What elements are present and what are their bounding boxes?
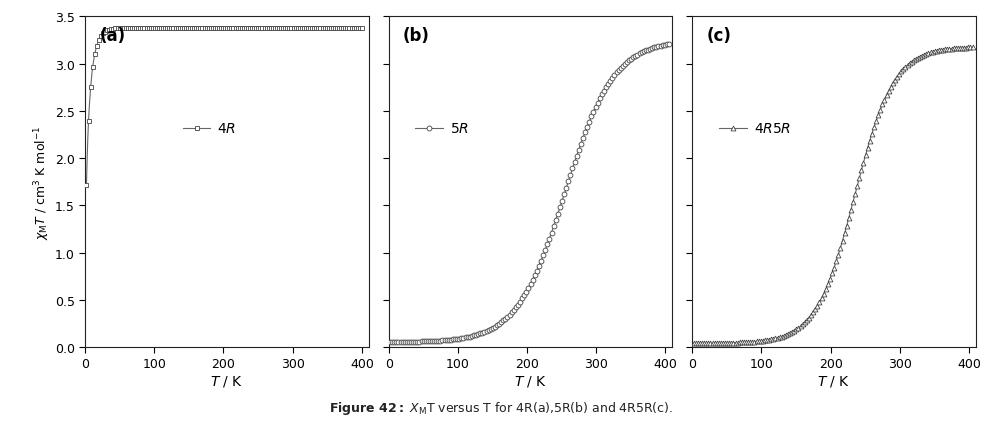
Y-axis label: $\chi_{\mathrm{M}}T$ / cm$^{3}$ K mol$^{-1}$: $\chi_{\mathrm{M}}T$ / cm$^{3}$ K mol$^{… [32, 125, 52, 239]
Text: (c): (c) [707, 27, 732, 45]
X-axis label: $T$ / K: $T$ / K [210, 373, 243, 388]
Text: (a): (a) [99, 27, 125, 45]
Legend: $\it{5R}$: $\it{5R}$ [409, 117, 474, 141]
X-axis label: $T$ / K: $T$ / K [818, 373, 851, 388]
Legend: $\it{4R}$: $\it{4R}$ [177, 117, 242, 141]
Text: (b): (b) [402, 27, 429, 45]
Legend: $\it{4R5R}$: $\it{4R5R}$ [714, 117, 796, 141]
Text: $\mathbf{Figure\ 42:}$ $X_\mathrm{M}$T versus T for 4R(a),5R(b) and 4R5R(c).: $\mathbf{Figure\ 42:}$ $X_\mathrm{M}$T v… [328, 399, 673, 417]
X-axis label: $T$ / K: $T$ / K [514, 373, 548, 388]
